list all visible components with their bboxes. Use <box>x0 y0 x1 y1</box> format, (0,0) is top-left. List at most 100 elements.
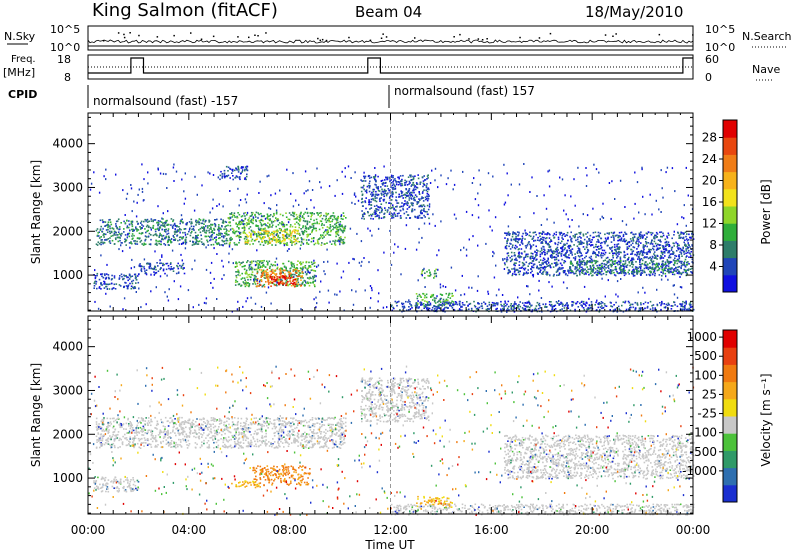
echo-cell <box>275 274 277 276</box>
echo-cell <box>307 233 309 236</box>
echo-cell <box>253 277 256 280</box>
echo-cell <box>203 229 206 232</box>
echo-cell <box>435 305 438 308</box>
echo-cell <box>172 220 174 223</box>
echo-cell <box>261 275 264 277</box>
echo-cell <box>239 176 241 178</box>
echo-cell <box>292 263 295 265</box>
echo-cell <box>367 184 370 187</box>
echo-cell <box>264 266 267 268</box>
echo-cell <box>206 239 208 242</box>
echo-cell <box>660 240 662 243</box>
echo-cell <box>562 303 564 306</box>
echo-cell <box>183 228 186 230</box>
echo-cell <box>526 272 528 275</box>
echo-cell <box>279 273 282 276</box>
nsky-dot <box>481 39 484 41</box>
echo-cell <box>428 217 430 220</box>
echo-cell <box>630 263 633 265</box>
echo-cell <box>438 303 441 306</box>
echo-cell <box>311 223 314 225</box>
echo-cell <box>538 267 541 270</box>
echo-cell <box>451 292 453 295</box>
echo-cell <box>614 266 617 268</box>
echo-cell <box>262 228 264 230</box>
echo-cell <box>382 182 385 185</box>
echo-cell <box>452 301 455 303</box>
echo-cell <box>615 262 618 264</box>
echo-cell <box>197 240 200 243</box>
echo-cell <box>293 231 296 233</box>
echo-cell <box>626 253 629 255</box>
echo-cell <box>486 305 489 307</box>
echo-cell <box>664 238 667 241</box>
echo-cell <box>406 201 409 203</box>
echo-cell <box>421 217 424 219</box>
echo-cell <box>144 218 146 221</box>
echo-cell <box>598 302 600 304</box>
echo-cell <box>410 304 412 306</box>
echo-cell <box>290 264 293 267</box>
echo-cell <box>691 245 694 247</box>
echo-cell <box>391 184 394 187</box>
echo-cell <box>391 217 393 219</box>
echo-cell <box>298 233 300 235</box>
echo-cell <box>256 224 258 227</box>
echo-cell <box>506 258 509 261</box>
echo-cell <box>274 269 277 271</box>
echo-cell <box>125 239 128 241</box>
echo-cell <box>654 255 657 258</box>
echo-cell <box>230 212 233 214</box>
echo-cell <box>646 266 649 269</box>
echo-cell <box>306 273 308 275</box>
echo-cell <box>141 232 144 234</box>
echo-cell <box>601 262 603 265</box>
echo-cell <box>512 308 515 311</box>
echo-cell <box>540 247 543 250</box>
echo-cell <box>319 215 321 218</box>
echo-cell <box>110 230 113 233</box>
echo-cell <box>420 273 423 276</box>
echo-cell <box>507 252 510 254</box>
echo-cell <box>517 241 519 244</box>
echo-cell <box>473 300 475 303</box>
echo-cell <box>638 241 640 243</box>
nsky-dot <box>265 32 267 34</box>
echo-cell <box>225 230 228 233</box>
echo-cell <box>282 237 285 240</box>
echo-cell <box>283 229 286 232</box>
nsky-dot <box>254 34 256 36</box>
echo-cell <box>407 176 410 178</box>
echo-cell <box>273 270 276 272</box>
echo-cell <box>290 274 292 276</box>
echo-cell <box>257 232 260 235</box>
echo-cell <box>139 241 142 243</box>
echo-cell <box>413 199 415 201</box>
echo-cell <box>540 238 542 240</box>
echo-cell <box>119 239 121 242</box>
echo-cell <box>282 262 285 265</box>
echo-cell <box>601 241 603 244</box>
echo-cell <box>676 245 679 248</box>
echo-cell <box>405 192 408 194</box>
echo-cell <box>574 257 577 260</box>
echo-cell <box>610 272 612 275</box>
echo-cell <box>509 270 511 273</box>
echo-cell <box>596 269 599 272</box>
echo-cell <box>325 215 327 217</box>
echo-cell <box>678 254 680 256</box>
echo-cell <box>400 184 402 187</box>
echo-cell <box>104 274 106 276</box>
echo-cell <box>260 280 263 283</box>
echo-cell <box>486 308 489 310</box>
echo-cell <box>523 264 526 266</box>
echo-cell <box>285 282 288 284</box>
echo-cell <box>678 272 680 275</box>
echo-cell <box>364 200 366 202</box>
echo-cell <box>259 232 262 234</box>
echo-cell <box>408 188 411 190</box>
echo-cell <box>670 247 673 249</box>
echo-cell <box>630 240 633 242</box>
echo-cell <box>135 226 137 228</box>
echo-cell <box>661 268 663 271</box>
